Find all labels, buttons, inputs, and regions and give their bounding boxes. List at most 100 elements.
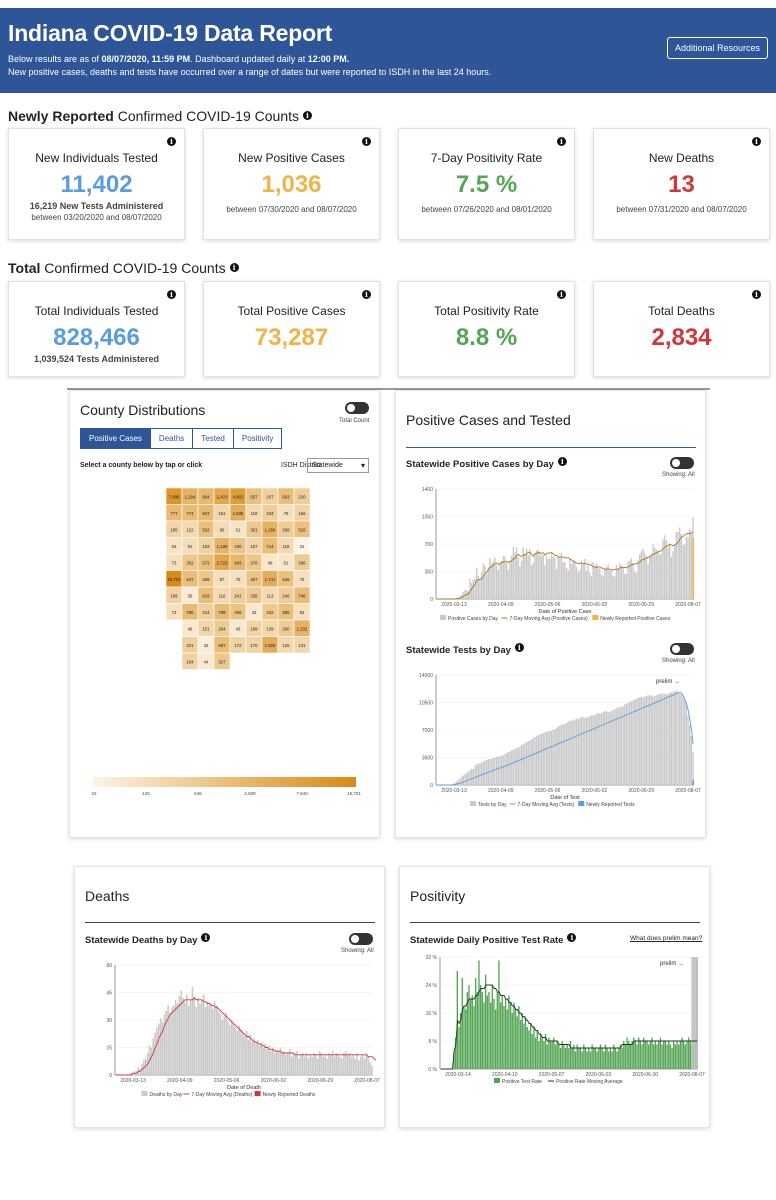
data-bar: [657, 694, 659, 785]
data-bar: [645, 695, 648, 785]
data-bar: [574, 719, 576, 785]
info-icon[interactable]: i: [557, 457, 567, 466]
data-bar: [555, 728, 558, 785]
data-bar: [468, 985, 470, 1069]
data-bar: [614, 709, 616, 785]
data-bar: [603, 1051, 605, 1069]
total-count-toggle[interactable]: [345, 402, 369, 414]
county-value: 184: [186, 659, 194, 664]
county-value: 1,332: [297, 626, 308, 631]
info-icon[interactable]: i: [303, 111, 312, 120]
data-bar: [675, 531, 678, 599]
data-bar: [617, 707, 619, 785]
county-value: 131: [298, 643, 306, 648]
data-bar: [646, 1041, 648, 1069]
info-icon[interactable]: i: [167, 137, 176, 146]
y-tick-label: 700: [425, 542, 434, 548]
tab-deaths[interactable]: Deaths: [151, 429, 194, 448]
info-icon[interactable]: i: [362, 290, 371, 299]
data-bar: [482, 761, 484, 785]
positivity-chart-title: Statewide Daily Positive Test Rate i: [410, 933, 577, 946]
data-bar: [463, 1006, 465, 1069]
data-bar: [358, 1060, 360, 1075]
prelim-help-link[interactable]: What does prelim mean?: [630, 935, 703, 942]
y-tick-label: 0: [430, 597, 433, 603]
x-tick-label: 2020-08-07: [354, 1078, 380, 1084]
y-tick-label: 8 %: [428, 1039, 437, 1045]
tab-positive-cases[interactable]: Positive Cases: [81, 429, 151, 448]
info-icon[interactable]: i: [167, 290, 176, 299]
county-value: 585: [282, 610, 290, 615]
data-bar: [689, 528, 691, 599]
cases-chart[interactable]: 0 350 700 1050 1400 2020-03-13 2020-04-09 2020-…: [396, 481, 707, 633]
data-bar: [464, 774, 466, 785]
card-value: 13: [668, 171, 695, 198]
data-bar: [629, 702, 631, 785]
deaths-showing-toggle[interactable]: [349, 933, 373, 945]
total-deaths-card: i Total Deaths 2,834: [593, 281, 770, 377]
county-value: 207: [266, 494, 274, 499]
y-tick-label: 60: [106, 963, 112, 969]
data-bar: [599, 568, 601, 599]
data-bar: [562, 724, 564, 785]
data-bar: [605, 567, 608, 599]
county-value: 43: [236, 626, 241, 631]
data-bar: [217, 1010, 220, 1075]
data-bar: [281, 1053, 283, 1075]
data-bar: [667, 693, 669, 785]
data-bar: [561, 1041, 563, 1069]
deaths-chart[interactable]: 0 15 30 45 60 2020-03-13 2020-04-09 2020-05-06 2…: [75, 957, 386, 1109]
y-tick-label: 10500: [419, 701, 433, 707]
data-bar: [535, 736, 538, 785]
data-bar: [649, 695, 651, 785]
data-bar: [648, 1044, 650, 1069]
data-bar: [569, 558, 571, 599]
legend-label: Positive Cases by Day: [448, 616, 499, 622]
x-axis-label: Date of Positive Case: [539, 609, 592, 615]
additional-resources-button[interactable]: Additional Resources: [666, 37, 768, 59]
data-bar: [518, 1006, 520, 1069]
tests-chart[interactable]: 0 3500 7000 10500 14000 2020-03-13 2020-04-09 2…: [396, 667, 707, 819]
data-bar: [131, 1073, 134, 1075]
info-icon[interactable]: i: [557, 137, 566, 146]
county-map[interactable]: 7,496 1,294 894 2,423 4,801 557 207 663 230 777 77…: [70, 486, 381, 746]
info-icon[interactable]: i: [362, 137, 371, 146]
data-bar: [240, 1029, 242, 1075]
data-bar: [550, 552, 553, 599]
data-bar: [631, 1041, 633, 1069]
data-bar: [689, 725, 691, 785]
reporting-note: New positive cases, deaths and tests hav…: [8, 67, 492, 77]
positivity-chart[interactable]: 0 % 8 % 16 % 24 % 32 % 2020-03-14 2020-04-10 20…: [400, 947, 711, 1107]
data-bar: [247, 1040, 250, 1075]
info-icon[interactable]: i: [229, 263, 239, 272]
info-icon[interactable]: i: [567, 933, 577, 942]
tab-positivity[interactable]: Positivity: [241, 434, 274, 443]
data-bar: [481, 992, 483, 1069]
info-icon[interactable]: i: [752, 137, 761, 146]
data-bar: [664, 694, 666, 785]
x-tick-label: 2020-05-07: [539, 1072, 565, 1078]
data-bar: [664, 1041, 667, 1069]
data-bar: [684, 1044, 687, 1069]
data-bar: [208, 1005, 211, 1075]
data-bar: [359, 1056, 362, 1075]
data-bar: [685, 536, 688, 599]
data-bar: [609, 1048, 612, 1069]
info-icon[interactable]: i: [514, 643, 524, 652]
tab-tested[interactable]: Tested: [193, 429, 234, 448]
cases-showing-toggle[interactable]: [670, 457, 694, 469]
info-icon[interactable]: i: [201, 933, 211, 942]
tests-showing-toggle[interactable]: [670, 643, 694, 655]
card-value: 8.8 %: [455, 324, 518, 351]
data-bar: [664, 535, 666, 599]
data-bar: [504, 556, 506, 599]
data-bar: [159, 1018, 162, 1075]
data-bar: [567, 721, 569, 785]
info-icon[interactable]: i: [557, 290, 566, 299]
county-value: 44: [204, 659, 209, 664]
data-bar: [191, 987, 194, 1075]
card-title: Total Deaths: [648, 304, 715, 318]
info-icon[interactable]: i: [752, 290, 761, 299]
district-select[interactable]: Statewide: [307, 458, 369, 473]
data-bar: [510, 750, 513, 785]
